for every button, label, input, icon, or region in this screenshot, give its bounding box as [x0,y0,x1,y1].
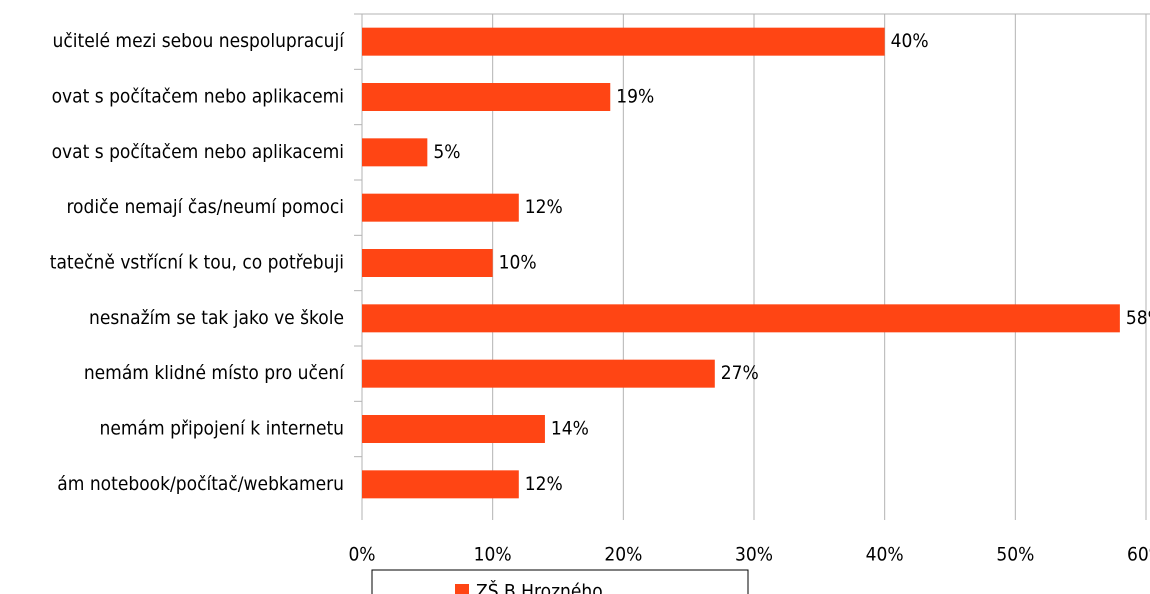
value-label: 10% [499,252,537,274]
bar [362,470,519,499]
value-label: 40% [891,30,929,52]
y-tick-label: nemám připojení k internetu [100,418,345,440]
y-tick-label: ám notebook/počítač/webkameru [57,473,344,495]
y-tick-label: tatečně vstřícní k tou, co potřebuji [50,252,344,274]
value-label: 12% [525,473,563,495]
bar [362,193,519,222]
legend-label: ZŠ B.Hrozného [476,579,603,594]
bar [362,83,611,111]
bar [362,138,428,167]
bar [362,27,885,56]
bar [362,359,715,388]
value-label: 12% [525,196,563,218]
legend-box [371,569,749,594]
value-label: 19% [616,86,654,108]
y-tick-label: nesnažím se tak jako ve škole [89,307,344,329]
x-tick-label: 10% [474,544,512,566]
y-tick-label: rodiče nemají čas/neumí pomoci [66,196,344,218]
y-tick-label: ovat s počítačem nebo aplikacemi [52,86,344,108]
y-tick-label: ovat s počítačem nebo aplikacemi [52,141,344,163]
value-label: 14% [551,418,589,440]
value-label: 27% [721,362,759,384]
value-label: 5% [433,141,460,163]
x-tick-label: 50% [996,544,1034,566]
bar [362,304,1120,333]
y-tick-label: učitelé mezi sebou nespolupracují [53,30,346,52]
bar [362,415,545,443]
x-tick-label: 40% [866,544,904,566]
y-tick-label: nemám klidné místo pro učení [84,362,345,384]
value-label: 58% [1126,307,1150,329]
x-tick-label: 0% [348,544,375,566]
x-tick-label: 20% [604,544,642,566]
bar [362,249,493,277]
x-tick-label: 60% [1127,544,1150,566]
legend-swatch [455,584,469,594]
x-tick-label: 30% [735,544,773,566]
